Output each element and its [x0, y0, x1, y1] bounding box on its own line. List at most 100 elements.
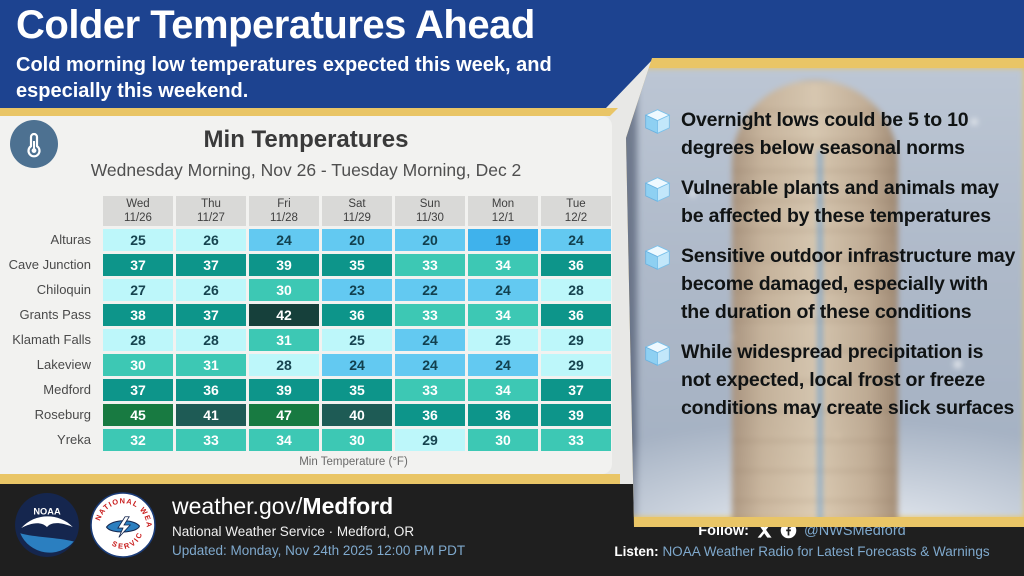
temp-cell: 37	[541, 379, 611, 401]
temp-cell: 24	[322, 354, 392, 376]
temp-cell: 34	[468, 379, 538, 401]
temp-cell: 28	[249, 354, 319, 376]
row-label: Klamath Falls	[12, 332, 91, 347]
temp-cell: 45	[103, 404, 173, 426]
temp-cell: 33	[541, 429, 611, 451]
temp-cell: 20	[322, 229, 392, 251]
temp-cell: 36	[176, 379, 246, 401]
temp-cell: 36	[468, 404, 538, 426]
photo-thermometer-shape	[732, 80, 898, 517]
table-subtitle: Wednesday Morning, Nov 26 - Tuesday Morn…	[90, 160, 522, 180]
temp-cell: 19	[468, 229, 538, 251]
temp-table: Wed 11/26 Thu 11/27 Fri 11/28 Sat 11/29 Sun 11/30…	[4, 196, 611, 451]
gold-divider-top	[0, 108, 618, 116]
highlight-text: Vulnerable plants and animals may be aff…	[681, 177, 999, 227]
highlight-item: While widespread precipitation is not ex…	[644, 338, 1016, 422]
ice-cube-icon	[644, 177, 671, 202]
temp-cell: 28	[103, 329, 173, 351]
temp-cell: 20	[395, 229, 465, 251]
temp-cell: 47	[249, 404, 319, 426]
footer-updated: Updated: Monday, Nov 24th 2025 12:00 PM …	[172, 542, 466, 558]
temp-cell: 23	[322, 279, 392, 301]
temp-cell: 37	[176, 304, 246, 326]
temp-cell: 27	[103, 279, 173, 301]
temp-cell: 25	[322, 329, 392, 351]
temp-cell: 32	[103, 429, 173, 451]
column-header: Sat 11/29	[322, 196, 392, 226]
temp-cell: 34	[468, 304, 538, 326]
listen-label: Listen:	[614, 544, 659, 559]
row-label: Cave Junction	[8, 257, 91, 272]
temp-cell: 24	[249, 229, 319, 251]
temp-cell: 41	[176, 404, 246, 426]
highlight-text: Overnight lows could be 5 to 10 degrees …	[681, 109, 969, 159]
page-subtitle: Cold morning low temperatures expected t…	[16, 54, 552, 102]
thermometer-icon	[27, 132, 41, 158]
temp-cell: 33	[395, 379, 465, 401]
listen-link[interactable]: NOAA Weather Radio for Latest Forecasts …	[662, 544, 990, 559]
footer-branding: NOAA NATIONAL WEATHER SERVICE weather.go…	[14, 492, 465, 558]
temp-cell: 37	[103, 379, 173, 401]
footer-social: Follow: @NWSMedford Listen: NOAA Weather…	[592, 522, 1012, 560]
temp-cell: 24	[468, 279, 538, 301]
temp-cell: 28	[176, 329, 246, 351]
column-header: Sun 11/30	[395, 196, 465, 226]
temp-cell: 35	[322, 379, 392, 401]
temp-cell: 36	[541, 304, 611, 326]
footer-org: National Weather Service · Medford, OR	[172, 523, 415, 539]
temp-cell: 37	[103, 254, 173, 276]
footer-url[interactable]: weather.gov/Medford	[172, 492, 394, 519]
temp-cell: 30	[249, 279, 319, 301]
temp-cell: 26	[176, 279, 246, 301]
page-title: Colder Temperatures Ahead	[16, 3, 535, 47]
temp-cell: 39	[541, 404, 611, 426]
temp-cell: 31	[176, 354, 246, 376]
column-header: Mon 12/1	[468, 196, 538, 226]
temp-cell: 36	[322, 304, 392, 326]
temp-cell: 29	[541, 329, 611, 351]
temp-cell: 36	[395, 404, 465, 426]
temp-cell: 39	[249, 254, 319, 276]
highlight-text: Sensitive outdoor infrastructure may bec…	[681, 245, 1016, 323]
ice-cube-icon	[644, 245, 671, 270]
column-header: Fri 11/28	[249, 196, 319, 226]
highlights-panel: Overnight lows could be 5 to 10 degrees …	[626, 58, 1024, 527]
highlight-item: Sensitive outdoor infrastructure may bec…	[644, 242, 1016, 326]
temp-cell: 36	[541, 254, 611, 276]
column-header: Wed 11/26	[103, 196, 173, 226]
temp-cell: 37	[176, 254, 246, 276]
temp-cell: 24	[395, 354, 465, 376]
temp-cell: 33	[176, 429, 246, 451]
highlight-item: Overnight lows could be 5 to 10 degrees …	[644, 106, 1016, 162]
temp-cell: 24	[395, 329, 465, 351]
highlight-item: Vulnerable plants and animals may be aff…	[644, 174, 1016, 230]
temp-cell: 39	[249, 379, 319, 401]
header-banner: Colder Temperatures Ahead Cold morning l…	[0, 0, 1024, 108]
temp-cell: 22	[395, 279, 465, 301]
table-caption: Min Temperature (°F)	[299, 456, 408, 468]
noaa-logo-text: NOAA	[33, 507, 61, 517]
temp-cell: 29	[395, 429, 465, 451]
thermometer-badge	[10, 120, 58, 168]
row-label: Medford	[43, 382, 91, 397]
highlight-text: While widespread precipitation is not ex…	[681, 341, 1015, 419]
temp-cell: 31	[249, 329, 319, 351]
temp-cell: 29	[541, 354, 611, 376]
temp-cell: 42	[249, 304, 319, 326]
temp-cell: 34	[249, 429, 319, 451]
temp-cell: 40	[322, 404, 392, 426]
row-label: Alturas	[50, 232, 91, 247]
nws-logo: NATIONAL WEATHER SERVICE	[90, 492, 156, 558]
ice-cube-icon	[644, 341, 671, 366]
temp-cell: 25	[103, 229, 173, 251]
listen-line: Listen: NOAA Weather Radio for Latest Fo…	[592, 544, 1012, 559]
row-label: Grants Pass	[19, 307, 91, 322]
table-corner-cell	[4, 196, 100, 226]
temp-cell: 26	[176, 229, 246, 251]
column-header: Thu 11/27	[176, 196, 246, 226]
table-title: Min Temperatures	[203, 126, 409, 153]
gold-divider-bottom	[0, 474, 620, 484]
temp-cell: 30	[322, 429, 392, 451]
ice-cube-icon	[644, 109, 671, 134]
